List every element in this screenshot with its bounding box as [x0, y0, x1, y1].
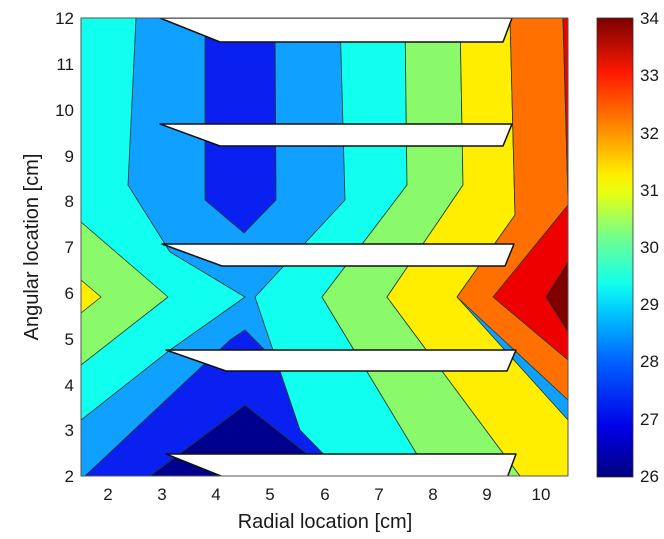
svg-text:9: 9 [482, 485, 491, 504]
svg-text:8: 8 [65, 192, 74, 211]
fins [159, 18, 517, 476]
y-axis-label: Angular location [cm] [21, 154, 43, 341]
svg-text:8: 8 [428, 485, 437, 504]
fin-4 [159, 123, 513, 147]
colorbar: 34 33 32 31 30 29 28 27 26 [596, 9, 659, 486]
svg-text:3: 3 [157, 485, 166, 504]
x-axis-label: Radial location [cm] [238, 511, 413, 533]
svg-text:6: 6 [65, 284, 74, 303]
svg-text:10: 10 [532, 485, 551, 504]
svg-text:30: 30 [640, 238, 659, 257]
svg-text:4: 4 [65, 376, 74, 395]
plot-axes-box [80, 17, 569, 477]
svg-text:2: 2 [65, 467, 74, 486]
svg-text:26: 26 [640, 467, 659, 486]
svg-text:27: 27 [640, 410, 659, 429]
svg-text:2: 2 [103, 485, 112, 504]
svg-text:6: 6 [320, 485, 329, 504]
svg-text:11: 11 [56, 55, 74, 74]
svg-text:3: 3 [65, 421, 74, 440]
fin-3 [161, 243, 515, 267]
svg-text:12: 12 [55, 9, 74, 28]
svg-text:4: 4 [211, 485, 220, 504]
svg-text:29: 29 [640, 295, 659, 314]
svg-text:5: 5 [65, 330, 74, 349]
svg-text:10: 10 [55, 101, 74, 120]
y-axis: 12 11 10 9 8 7 6 5 4 3 2 [55, 9, 74, 486]
colorbar-gradient [596, 17, 634, 478]
fin-5 [159, 18, 513, 43]
svg-text:28: 28 [640, 352, 659, 371]
contour-fills [81, 18, 568, 476]
svg-text:9: 9 [65, 147, 74, 166]
svg-text:7: 7 [65, 238, 74, 257]
svg-text:31: 31 [640, 181, 659, 200]
svg-text:5: 5 [265, 485, 274, 504]
x-axis: 2 3 4 5 6 7 8 9 10 [103, 485, 550, 504]
svg-text:33: 33 [640, 66, 659, 85]
svg-text:7: 7 [374, 485, 383, 504]
fin-1 [165, 453, 517, 476]
svg-text:34: 34 [640, 9, 659, 28]
fin-2 [165, 349, 517, 372]
svg-text:32: 32 [640, 124, 659, 143]
